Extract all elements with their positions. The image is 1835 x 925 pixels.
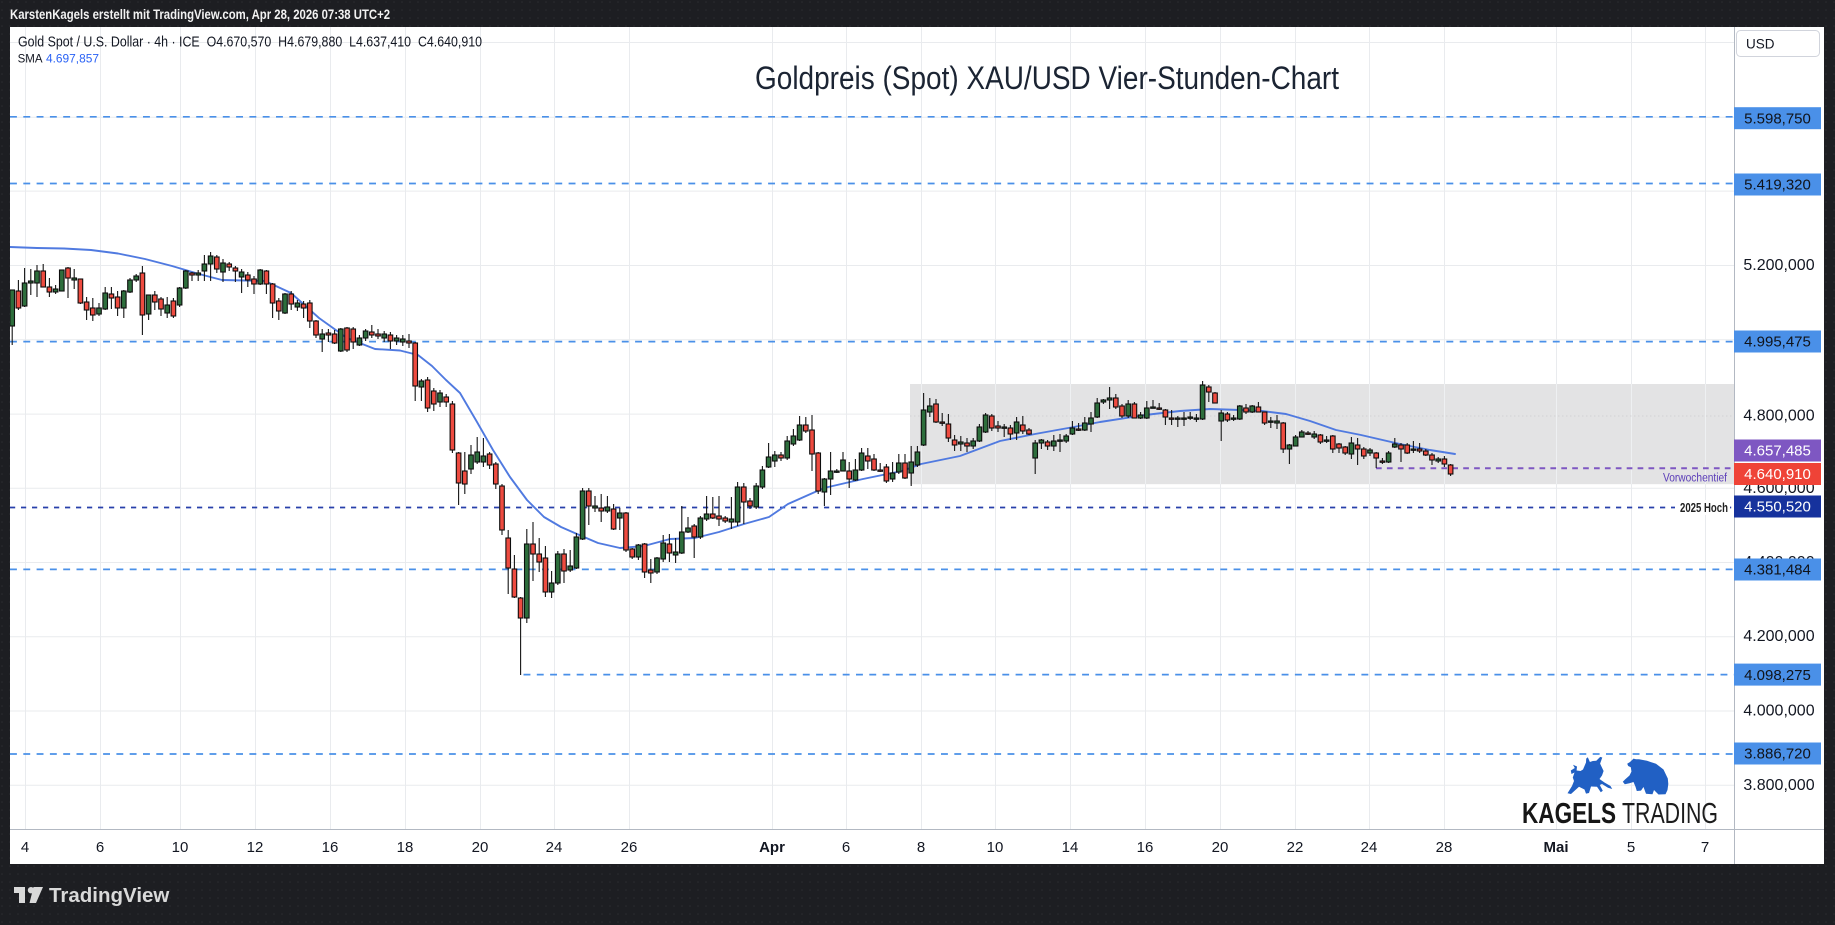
svg-text:12: 12 (247, 839, 264, 856)
svg-text:26: 26 (621, 839, 638, 856)
svg-text:5.419,320: 5.419,320 (1744, 177, 1811, 194)
svg-text:8: 8 (917, 839, 925, 856)
svg-text:14: 14 (1062, 839, 1079, 856)
svg-text:28: 28 (1436, 839, 1453, 856)
svg-text:10: 10 (987, 839, 1004, 856)
svg-text:24: 24 (1361, 839, 1378, 856)
svg-text:4: 4 (21, 839, 29, 856)
svg-text:3.886,720: 3.886,720 (1744, 746, 1811, 763)
svg-text:4.200,000: 4.200,000 (1743, 628, 1814, 645)
svg-text:4.995,475: 4.995,475 (1744, 334, 1811, 351)
svg-text:4.697,857: 4.697,857 (46, 52, 99, 66)
svg-text:2025 Hoch: 2025 Hoch (1680, 500, 1728, 515)
svg-text:20: 20 (472, 839, 489, 856)
svg-text:TRADING: TRADING (1622, 798, 1718, 830)
svg-text:4.381,484: 4.381,484 (1744, 562, 1811, 579)
svg-text:4.098,275: 4.098,275 (1744, 667, 1811, 684)
svg-text:10: 10 (172, 839, 189, 856)
svg-text:SMA: SMA (18, 54, 43, 66)
svg-text:Goldpreis (Spot) XAU/USD Vier-: Goldpreis (Spot) XAU/USD Vier-Stunden-Ch… (755, 60, 1339, 96)
svg-text:6: 6 (96, 839, 104, 856)
svg-text:20: 20 (1212, 839, 1229, 856)
svg-text:5.200,000: 5.200,000 (1743, 257, 1814, 274)
svg-text:Vorwochentief: Vorwochentief (1663, 473, 1728, 485)
svg-text:4.657,485: 4.657,485 (1744, 443, 1811, 460)
svg-text:18: 18 (397, 839, 414, 856)
svg-text:KAGELS: KAGELS (1522, 798, 1616, 830)
svg-text:TradingView: TradingView (49, 884, 169, 907)
svg-text:4.000,000: 4.000,000 (1743, 703, 1814, 720)
svg-text:5: 5 (1627, 839, 1635, 856)
svg-text:4.640,910: 4.640,910 (1744, 466, 1811, 483)
svg-text:7: 7 (1701, 839, 1709, 856)
svg-text:6: 6 (842, 839, 850, 856)
svg-text:24: 24 (546, 839, 563, 856)
svg-text:16: 16 (1137, 839, 1154, 856)
svg-text:5.598,750: 5.598,750 (1744, 110, 1811, 127)
svg-text:Mai: Mai (1543, 839, 1568, 856)
svg-text:Apr: Apr (759, 839, 785, 856)
svg-text:16: 16 (322, 839, 339, 856)
svg-text:KarstenKagels erstellt mit Tra: KarstenKagels erstellt mit TradingView.c… (10, 7, 390, 22)
svg-text:USD: USD (1746, 37, 1775, 52)
svg-text:4.550,520: 4.550,520 (1744, 499, 1811, 516)
svg-text:3.800,000: 3.800,000 (1743, 777, 1814, 794)
svg-text:Gold Spot / U.S. Dollar · 4h ·: Gold Spot / U.S. Dollar · 4h · ICE O4.67… (18, 35, 482, 51)
svg-text:4.800,000: 4.800,000 (1743, 408, 1814, 425)
svg-text:22: 22 (1287, 839, 1304, 856)
